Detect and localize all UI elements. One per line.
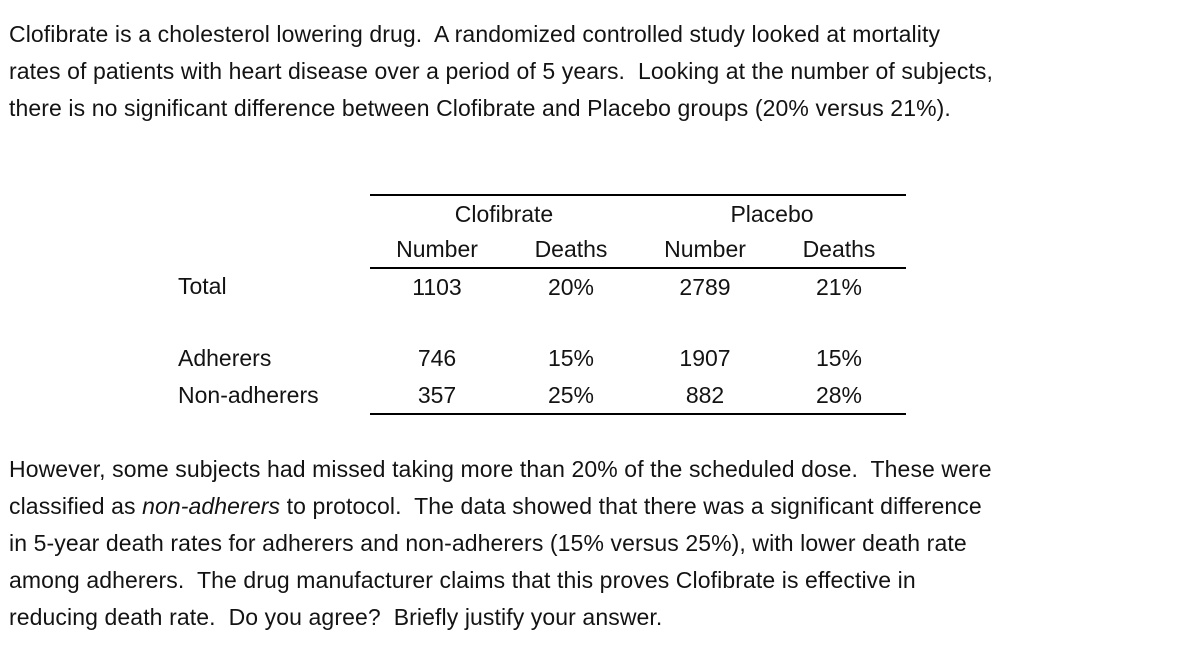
mortality-table-grid: Clofibrate Placebo Number Deaths Number … [178,194,906,415]
cell-total-clofibrate-number: 1103 [412,273,462,300]
col-header-placebo-number: Number [638,232,772,269]
col-header-placebo-deaths: Deaths [772,232,906,269]
closing-text-after-italic: to protocol. The data showed that there … [9,493,982,630]
corner-cell [178,195,370,232]
table-row-adherers: Adherers 746 15% 1907 15% [178,340,906,377]
group-header-row: Clofibrate Placebo [178,194,906,232]
spacer-row [178,305,906,340]
row-label-non-adherers: Non-adherers [178,382,319,408]
col-header-clofibrate-number: Number [370,232,504,269]
closing-text-before-italic: However, some subjects had missed taking… [9,456,992,519]
cell-non-adherers-placebo-number: 882 [638,377,772,415]
group-header-placebo: Placebo [638,194,906,232]
mortality-table: Clofibrate Placebo Number Deaths Number … [178,194,906,415]
closing-text-italic-non-adherers: non-adherers [142,493,281,519]
cell-non-adherers-clofibrate-deaths: 25% [504,377,638,415]
table-row-non-adherers: Non-adherers 357 25% 882 28% [178,377,906,415]
intro-paragraph: Clofibrate is a cholesterol lowering dru… [9,21,994,121]
cell-adherers-clofibrate-deaths: 15% [547,345,595,371]
corner-cell [178,232,370,268]
closing-paragraph: However, some subjects had missed taking… [9,451,1179,636]
cell-total-clofibrate-deaths: 20% [547,273,595,300]
cell-non-adherers-clofibrate-number: 357 [370,377,504,415]
column-header-row: Number Deaths Number Deaths [178,232,906,269]
col-header-clofibrate-deaths: Deaths [504,232,638,269]
cell-adherers-placebo-number: 1907 [679,345,731,371]
cell-total-placebo-deaths: 21% [815,273,863,300]
row-label-total: Total [178,273,227,299]
group-header-clofibrate: Clofibrate [370,194,638,232]
cell-non-adherers-placebo-deaths: 28% [772,377,906,415]
cell-adherers-clofibrate-number: 746 [417,345,457,371]
table-row-total: Total 1103 20% 2789 21% [178,268,906,305]
cell-total-placebo-number: 2789 [679,273,731,300]
row-label-adherers: Adherers [178,345,272,371]
cell-adherers-placebo-deaths: 15% [815,345,863,371]
